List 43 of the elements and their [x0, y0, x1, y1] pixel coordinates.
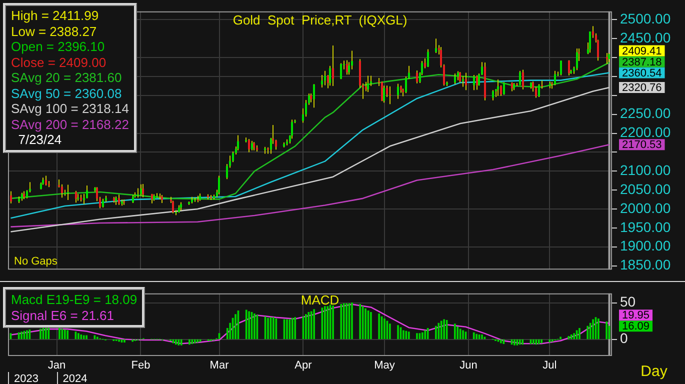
text: Macd E19-E9 = 18.09	[11, 292, 138, 308]
series-label: Signal E6 = 21.61	[11, 308, 115, 323]
x-tick-label: Jan	[48, 360, 66, 372]
text: 2170.53	[622, 139, 662, 152]
y-tick-label: 0	[620, 330, 628, 346]
text: 2409.41	[622, 45, 662, 58]
x-tick-label: May	[374, 360, 396, 372]
y-tick-label: 2500.00	[620, 10, 671, 27]
y-tick-label: 2000.00	[620, 200, 671, 216]
y-tick-label: 1850.00	[620, 256, 671, 273]
x-tick-label: Jun	[460, 360, 478, 372]
y-tick-label: 2100.00	[620, 162, 671, 178]
chart-title: MACD	[300, 292, 340, 308]
y-tick-label: 2200.00	[620, 124, 671, 140]
x-tick-label: Mar	[210, 360, 230, 372]
y-tick-label: 2250.00	[620, 105, 671, 122]
y-tick-label: 1950.00	[620, 218, 671, 235]
text: 2024	[62, 373, 88, 384]
text: 2360.54	[622, 67, 662, 80]
text: 19.95	[622, 310, 650, 322]
text: 2023	[14, 373, 38, 384]
text: SAvg 50 = 2360.08	[11, 86, 123, 101]
annotation: No Gaps	[14, 256, 58, 268]
annotation: High = 2411.99	[11, 8, 100, 24]
text: SAvg 20 = 2381.60	[11, 70, 123, 86]
annotation: 7/23/24	[17, 132, 63, 148]
x-tick-label: Feb	[131, 360, 150, 372]
annotation: Low = 2388.27	[11, 24, 98, 39]
annotation: Close = 2409.00	[11, 54, 108, 70]
annotation: Open = 2396.10	[11, 39, 106, 54]
y-tick-label: 2050.00	[620, 180, 671, 197]
y-tick-label: 1900.00	[620, 238, 671, 254]
text: SAvg 200 = 2168.22	[11, 116, 129, 132]
y-tick-label: 50	[620, 294, 636, 310]
x-tick-label: Apr	[294, 360, 312, 372]
text: Day	[640, 363, 668, 380]
chart-title: Gold Spot Price,RT (IQXGL)	[232, 12, 408, 28]
text: 2387.18	[622, 56, 662, 68]
y-tick-label: 2450.00	[620, 30, 671, 46]
text: 2320.76	[622, 82, 662, 94]
text: 16.09	[622, 320, 650, 333]
text: SAvg 100 = 2318.14	[11, 101, 129, 116]
x-tick-label: Jul	[542, 360, 557, 372]
